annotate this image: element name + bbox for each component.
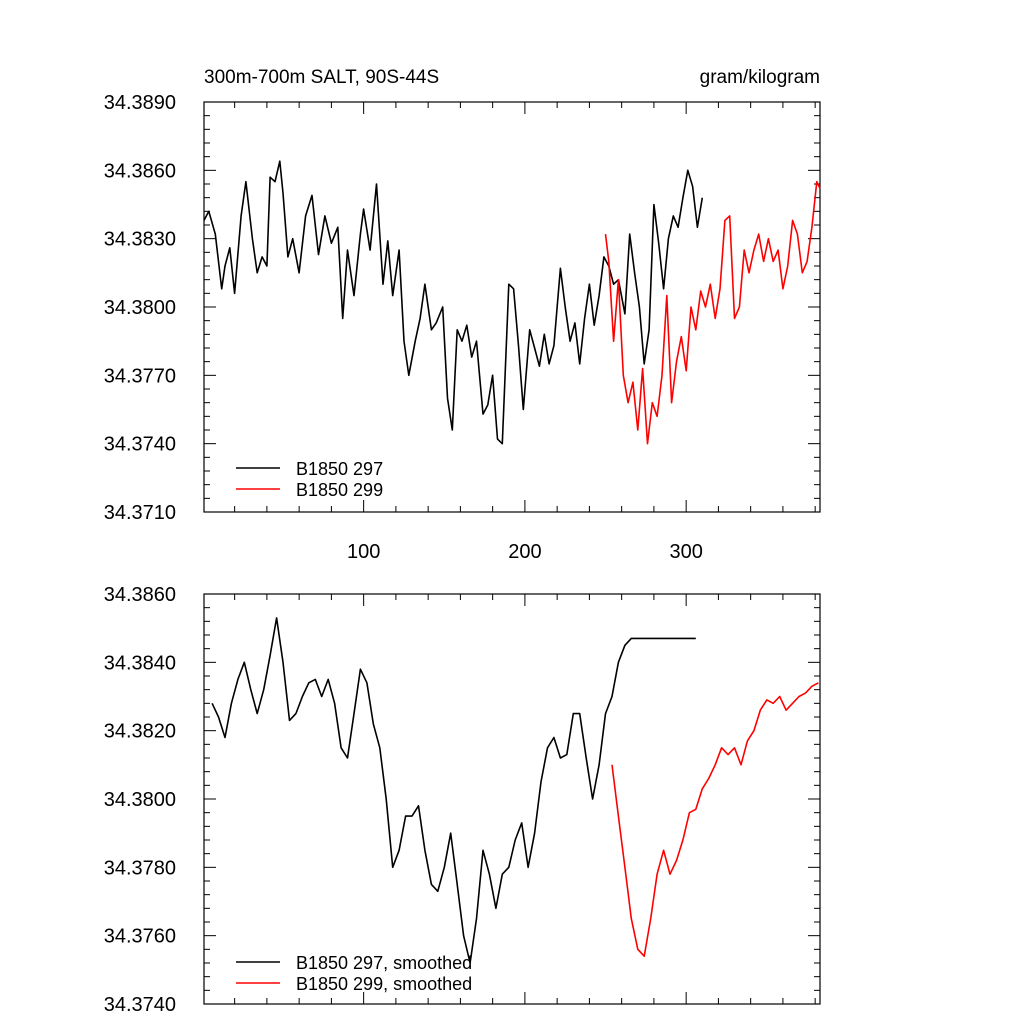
y-tick-label: 34.3710 (104, 502, 176, 524)
x-tick-label: 200 (508, 541, 541, 563)
y-tick-label: 34.3740 (104, 994, 176, 1016)
legend-label: B1850 297 (296, 459, 383, 479)
y-tick-label: 34.3860 (104, 584, 176, 606)
y-tick-label: 34.3780 (104, 857, 176, 879)
x-tick-label: 300 (669, 541, 702, 563)
y-tick-label: 34.3740 (104, 434, 176, 456)
top-panel-units: gram/kilogram (700, 67, 820, 88)
y-tick-label: 34.3800 (104, 297, 176, 319)
series-line-black (211, 617, 696, 964)
legend-label: B1850 297, smoothed (296, 953, 472, 973)
top-panel-marks: 34.3710 34.3740 34.3770 34.3800 34.3830 34.38… (104, 92, 821, 563)
plot-frame (203, 101, 821, 513)
y-tick-label: 34.3760 (104, 926, 176, 948)
x-tick-label: 100 (347, 541, 380, 563)
series-line-red (611, 682, 819, 958)
series-line-black (203, 160, 704, 445)
y-tick-label: 34.3830 (104, 229, 176, 251)
top-panel: 300m-700m SALT, 90S-44S gram/kilogram 34… (104, 67, 821, 563)
plot-frame (203, 593, 821, 1005)
bottom-panel-marks: 34.3740 34.3760 34.3780 34.3800 34.3820 34.38… (104, 584, 821, 1016)
y-tick-label: 34.3820 (104, 721, 176, 743)
top-panel-title: 300m-700m SALT, 90S-44S (204, 67, 439, 88)
y-tick-label: 34.3840 (104, 652, 176, 674)
y-tick-label: 34.3890 (104, 92, 176, 114)
legend-label: B1850 299 (296, 480, 383, 500)
y-tick-label: 34.3770 (104, 365, 176, 387)
bottom-panel: 34.3740 34.3760 34.3780 34.3800 34.3820 34.38… (104, 584, 821, 1016)
y-tick-label: 34.3860 (104, 160, 176, 182)
y-tick-label: 34.3800 (104, 789, 176, 811)
legend-label: B1850 299, smoothed (296, 974, 472, 994)
series-line-red (604, 180, 821, 445)
